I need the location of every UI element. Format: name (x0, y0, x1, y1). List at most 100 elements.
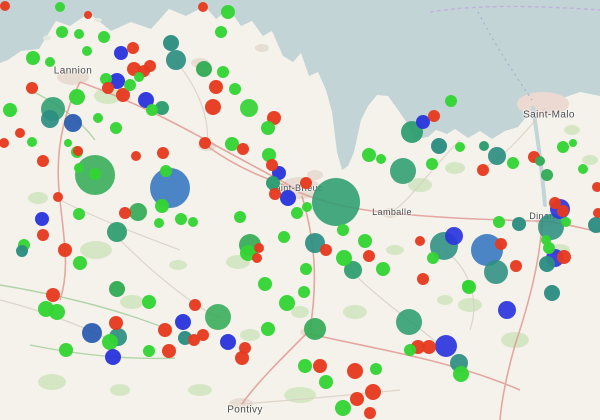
map-marker[interactable] (302, 202, 312, 212)
map-marker[interactable] (453, 366, 469, 382)
map-marker[interactable] (557, 250, 571, 264)
map-marker[interactable] (100, 73, 112, 85)
map-marker[interactable] (163, 35, 179, 51)
map-marker[interactable] (220, 334, 236, 350)
map-marker[interactable] (188, 334, 200, 346)
map-marker[interactable] (495, 238, 507, 250)
map-marker[interactable] (150, 168, 190, 208)
map-marker[interactable] (484, 260, 508, 284)
map-marker[interactable] (347, 363, 363, 379)
map-marker[interactable] (396, 309, 422, 335)
map-marker[interactable] (119, 207, 131, 219)
map-marker[interactable] (337, 224, 349, 236)
map-marker[interactable] (422, 340, 436, 354)
map-marker[interactable] (300, 177, 312, 189)
map-marker[interactable] (59, 343, 73, 357)
map-marker[interactable] (261, 322, 275, 336)
map-marker[interactable] (110, 122, 122, 134)
map-marker[interactable] (335, 400, 351, 416)
map-marker[interactable] (535, 156, 545, 166)
map-marker[interactable] (462, 280, 474, 292)
map-marker[interactable] (538, 214, 564, 240)
map-marker[interactable] (539, 256, 555, 272)
map-marker[interactable] (498, 301, 516, 319)
map-marker[interactable] (215, 26, 227, 38)
map-marker[interactable] (155, 101, 169, 115)
map-marker[interactable] (300, 263, 312, 275)
map-marker[interactable] (493, 216, 505, 228)
map-marker[interactable] (89, 168, 101, 180)
map-marker[interactable] (26, 82, 38, 94)
map-marker[interactable] (102, 82, 114, 94)
map-marker[interactable] (166, 50, 186, 70)
map-marker[interactable] (55, 2, 65, 12)
map-marker[interactable] (49, 304, 65, 320)
map-marker[interactable] (278, 231, 290, 243)
map-marker[interactable] (199, 137, 211, 149)
map-marker[interactable] (205, 99, 221, 115)
map-marker[interactable] (269, 188, 281, 200)
map-marker[interactable] (365, 384, 381, 400)
map-marker[interactable] (561, 217, 571, 227)
map-marker[interactable] (74, 29, 84, 39)
map-marker[interactable] (304, 318, 326, 340)
map-marker[interactable] (127, 42, 139, 54)
map-marker[interactable] (162, 344, 176, 358)
map-marker[interactable] (261, 121, 275, 135)
map-marker[interactable] (234, 211, 246, 223)
map-marker[interactable] (479, 141, 489, 151)
map-marker[interactable] (510, 260, 522, 272)
map-marker[interactable] (240, 245, 256, 261)
map-marker[interactable] (82, 46, 92, 56)
map-marker[interactable] (26, 51, 40, 65)
map-marker[interactable] (544, 285, 560, 301)
map-marker[interactable] (512, 217, 526, 231)
map-marker[interactable] (258, 277, 272, 291)
map-marker[interactable] (305, 233, 325, 253)
map-marker[interactable] (46, 288, 60, 302)
map-marker[interactable] (376, 154, 386, 164)
map-marker[interactable] (362, 148, 376, 162)
map-marker[interactable] (416, 115, 430, 129)
map-marker[interactable] (143, 345, 155, 357)
map-marker[interactable] (229, 83, 241, 95)
map-marker[interactable] (16, 245, 28, 257)
map-marker[interactable] (138, 92, 154, 108)
map-marker[interactable] (189, 299, 201, 311)
map-marker[interactable] (364, 407, 376, 419)
map-marker[interactable] (73, 208, 85, 220)
map-marker[interactable] (370, 363, 382, 375)
map-marker[interactable] (312, 178, 360, 226)
map-marker[interactable] (56, 26, 68, 38)
map-marker[interactable] (557, 205, 569, 217)
map-marker[interactable] (175, 314, 191, 330)
map-marker[interactable] (266, 159, 278, 171)
map-marker[interactable] (45, 57, 55, 67)
map-marker[interactable] (129, 203, 147, 221)
map-marker[interactable] (428, 110, 440, 122)
map-marker[interactable] (124, 79, 136, 91)
map-marker[interactable] (593, 208, 600, 218)
map-marker[interactable] (157, 147, 169, 159)
map-marker[interactable] (541, 169, 553, 181)
map-marker[interactable] (116, 88, 130, 102)
map-marker[interactable] (279, 295, 295, 311)
map-marker[interactable] (291, 207, 303, 219)
map-marker[interactable] (102, 334, 118, 350)
map-marker[interactable] (35, 212, 49, 226)
map-marker[interactable] (69, 89, 85, 105)
map-marker[interactable] (209, 80, 223, 94)
map-marker[interactable] (205, 304, 231, 330)
map-marker[interactable] (320, 244, 332, 256)
map-marker[interactable] (588, 217, 600, 233)
map-marker[interactable] (298, 359, 312, 373)
map-marker[interactable] (239, 342, 251, 354)
map-marker[interactable] (266, 176, 280, 190)
map-marker[interactable] (196, 61, 212, 77)
map-marker[interactable] (37, 229, 49, 241)
map-marker[interactable] (109, 281, 125, 297)
map-marker[interactable] (358, 234, 372, 248)
map-marker[interactable] (445, 227, 463, 245)
map-marker[interactable] (0, 1, 10, 11)
